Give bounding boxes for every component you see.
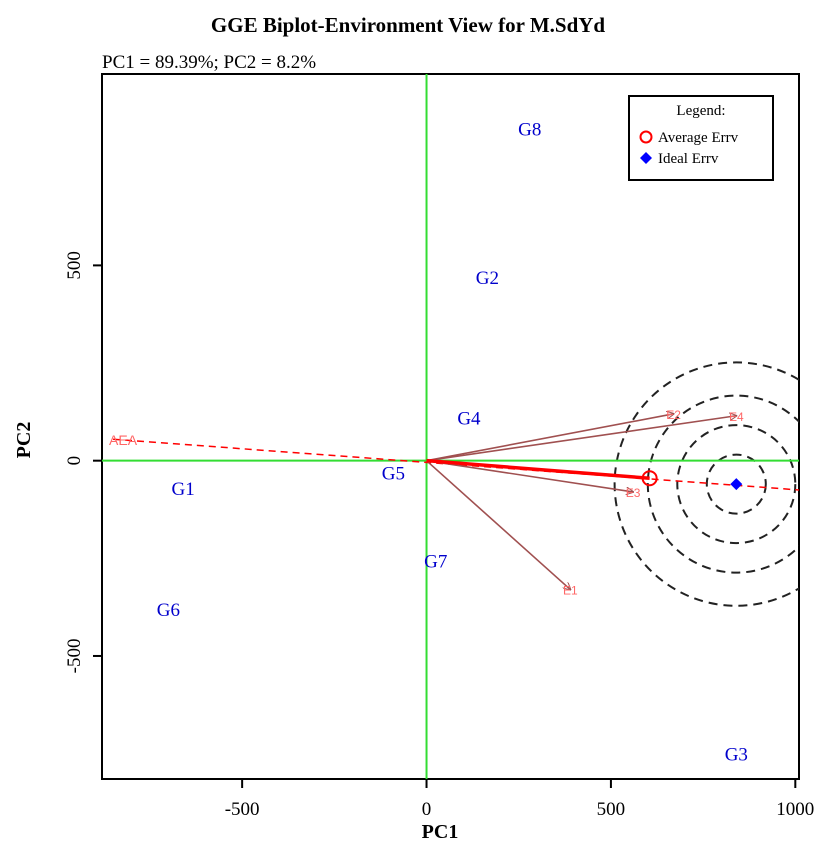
aea-line	[113, 438, 799, 491]
genotype-label-g2: G2	[476, 268, 499, 289]
legend-box	[628, 95, 774, 181]
genotype-label-g4: G4	[457, 409, 481, 430]
environment-vector-e3	[426, 459, 634, 492]
x-axis-label: PC1	[422, 821, 459, 843]
chart-subtitle: PC1 = 89.39%; PC2 = 8.2%	[102, 52, 316, 73]
y-tick-label: 0	[64, 456, 85, 466]
environment-label-e3: E3	[626, 486, 641, 500]
genotype-label-g3: G3	[725, 745, 748, 766]
chart-title: GGE Biplot-Environment View for M.SdYd	[211, 13, 606, 37]
ideal-errv-legend-icon	[640, 152, 652, 164]
environment-vector-e1	[425, 460, 571, 590]
genotype-label-g5: G5	[382, 463, 405, 484]
average-environment-marker	[641, 470, 658, 487]
legend: Legend: Average Errv Ideal Errv	[628, 95, 774, 181]
x-tick-label: 0	[422, 799, 432, 820]
plot-frame	[101, 73, 800, 780]
environment-vector-e2	[426, 414, 674, 462]
environment-vector-e4	[426, 416, 737, 462]
concentric-circle-4	[613, 361, 799, 607]
y-tick-label: -500	[64, 639, 85, 674]
genotype-label-g7: G7	[424, 551, 447, 572]
environment-label-e1: E1	[563, 584, 578, 598]
y-axis-label: PC2	[13, 422, 35, 459]
y-tick-label: 500	[64, 251, 85, 280]
average-environment-vector	[426, 458, 650, 480]
genotype-label-g8: G8	[518, 120, 541, 141]
average-errv-legend-icon	[639, 130, 653, 144]
concentric-circle-2	[676, 424, 797, 545]
legend-title: Legend:	[676, 103, 725, 119]
genotype-label-g6: G6	[157, 600, 180, 621]
aea-label: AEA	[109, 432, 138, 448]
environment-label-e4: E4	[729, 410, 744, 424]
x-tick-label: 500	[597, 799, 626, 820]
x-tick-label: 1000	[776, 799, 814, 820]
x-tick-label: -500	[225, 799, 260, 820]
environment-label-e2: E2	[666, 408, 681, 422]
legend-item-average-errv: Average Errv	[658, 130, 739, 146]
legend-item-ideal-errv: Ideal Errv	[658, 151, 719, 167]
ideal-environment-marker	[730, 478, 743, 491]
concentric-circle-1	[705, 453, 767, 515]
genotype-label-g1: G1	[172, 479, 195, 500]
